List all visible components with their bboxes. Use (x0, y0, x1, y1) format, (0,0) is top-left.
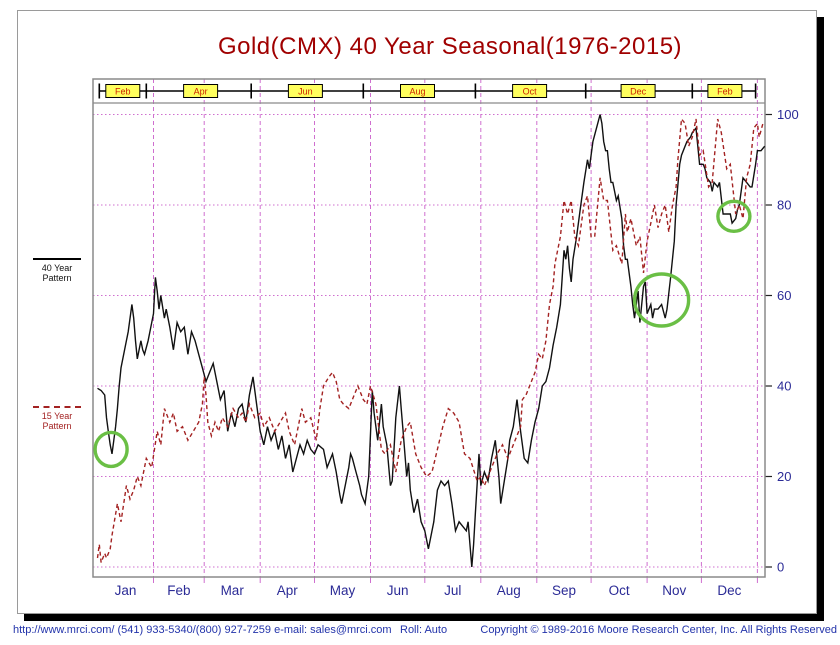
x-axis-label: Jul (444, 583, 461, 598)
y-axis-label: 0 (777, 560, 784, 575)
page-title: Gold(CMX) 40 Year Seasonal(1976-2015) (217, 33, 683, 60)
legend-15-year-label-line2: Pattern (42, 421, 72, 431)
legend-15-year-line-sample (33, 406, 81, 408)
y-axis-label: 100 (777, 107, 799, 122)
x-axis-label: Mar (221, 583, 245, 598)
x-axis-label: Apr (277, 583, 299, 598)
highlight-circle (632, 272, 691, 328)
contract-box-label: Jun (298, 87, 313, 97)
contract-box (400, 84, 435, 98)
chart-outer-border (17, 10, 817, 614)
contract-box (287, 84, 323, 98)
contract-box (620, 84, 656, 98)
contract-box-label: Feb (717, 87, 733, 97)
y-axis-label: 80 (777, 198, 791, 213)
contract-box-label: Dec (630, 87, 647, 97)
y-axis-label: 60 (777, 288, 791, 303)
x-axis-label: Oct (609, 583, 630, 598)
x-axis-label: Sep (552, 583, 576, 598)
highlight-circle (716, 199, 752, 234)
x-axis-label: Feb (167, 583, 190, 598)
footer-roll-mode: Roll: Auto (400, 624, 448, 636)
plot-frame (92, 78, 766, 578)
contract-box (512, 84, 548, 98)
contract-box-label: Oct (523, 87, 538, 97)
contract-box (707, 84, 743, 98)
legend-40-year-label-line2: Pattern (42, 273, 72, 283)
y-axis-label: 20 (777, 469, 791, 484)
contract-box (183, 84, 219, 98)
series-40-year-pattern-line (97, 114, 766, 568)
x-axis-label: Jan (115, 583, 137, 598)
legend-40-year-label-line1: 40 Year (41, 263, 73, 273)
legend-15-year-pattern: 15 Year Pattern (28, 406, 86, 431)
x-axis-label: Jun (387, 583, 409, 598)
x-axis-label: Dec (717, 583, 741, 598)
contract-box (105, 84, 141, 98)
x-axis-label: Nov (662, 583, 686, 598)
y-axis-label: 40 (777, 379, 791, 394)
contract-box-label: Aug (409, 87, 425, 97)
highlight-circle (93, 430, 129, 469)
contract-box-label: Apr (194, 87, 208, 97)
contract-box-label: Feb (115, 87, 131, 97)
footer-contact-info: http://www.mrci.com/ (541) 933-5340/(800… (13, 624, 392, 636)
x-axis-label: May (330, 583, 356, 598)
legend-40-year-pattern: 40 Year Pattern (28, 258, 86, 283)
x-axis-label: Aug (497, 583, 521, 598)
series-15-year-pattern-line (96, 117, 764, 563)
legend-15-year-label-line1: 15 Year (41, 411, 73, 421)
legend-40-year-line-sample (33, 258, 81, 260)
footer-bar: http://www.mrci.com/ (541) 933-5340/(800… (0, 624, 840, 640)
footer-copyright: Copyright © 1989-2016 Moore Research Cen… (480, 624, 837, 636)
